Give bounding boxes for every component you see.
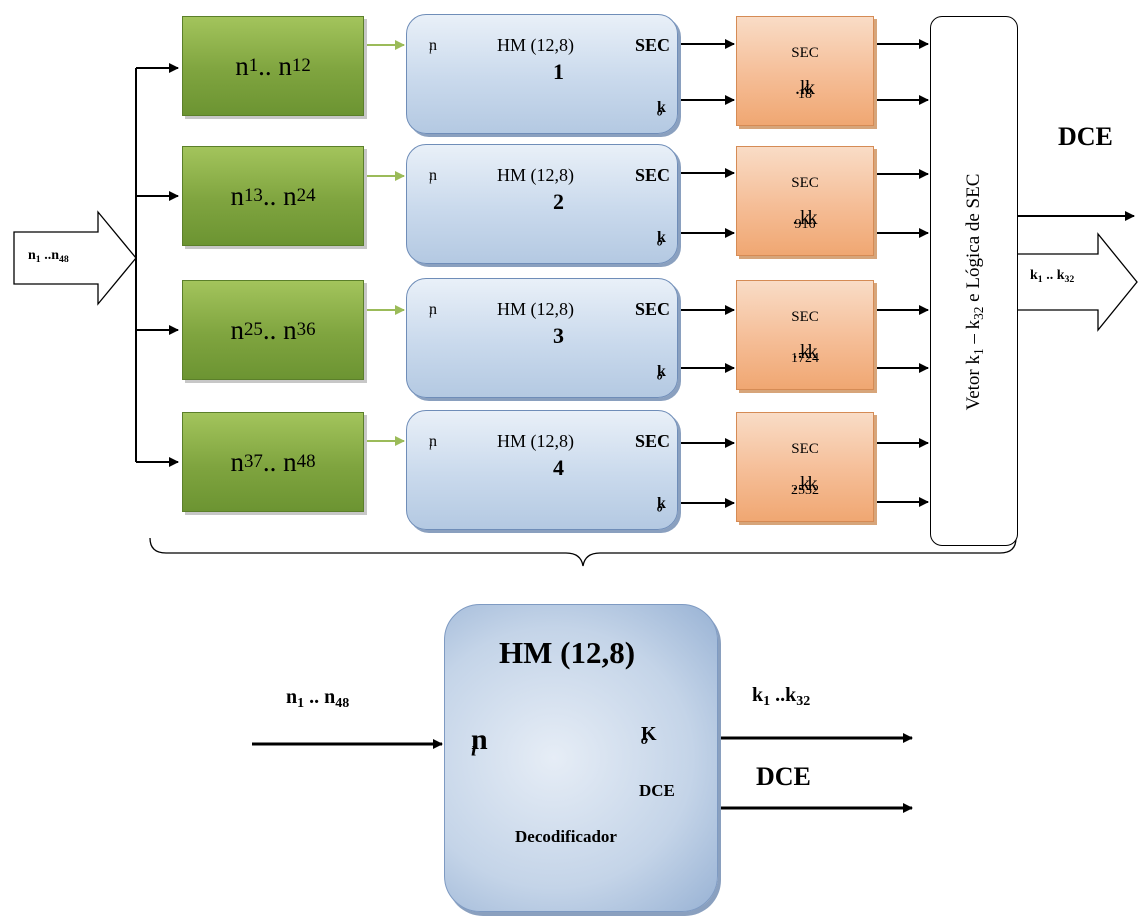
input-block-arrow — [13, 210, 137, 306]
input-group-3: n 25 .. n 36 — [182, 280, 364, 380]
decoder-dce-output-label: DCE — [756, 762, 811, 791]
decoder-name: Decodificador — [515, 827, 617, 846]
output-block-arrow — [1015, 232, 1138, 332]
decoder-output-label: k1 ..k32 — [752, 684, 811, 710]
curly-brace — [149, 537, 1017, 567]
k-range: k 25 .. k 32 — [791, 473, 819, 499]
vector-sec-logic-block: Vetor k1 – k32 e Lógica de SEC — [930, 16, 1018, 546]
k-range: k 17 .. k 24 — [791, 341, 819, 367]
input-group-2: n 13 .. n 24 — [182, 146, 364, 246]
decoder-title: HM (12,8) — [499, 635, 636, 670]
vector-label: Vetor k1 – k32 e Lógica de SEC — [963, 173, 986, 411]
output-label: k1 .. k32 — [1030, 268, 1075, 285]
sec-block-4: SEC k 25 .. k 32 — [736, 412, 874, 522]
decoder-dce: DCE — [639, 781, 675, 800]
decoder-input-label: n1 .. n48 — [286, 686, 350, 712]
sec-block-3: SEC k 17 .. k 24 — [736, 280, 874, 390]
dce-label: DCE — [1058, 122, 1113, 151]
input-label: n1 ..n48 — [28, 248, 69, 265]
input-group-4: n 37 .. n 48 — [182, 412, 364, 512]
